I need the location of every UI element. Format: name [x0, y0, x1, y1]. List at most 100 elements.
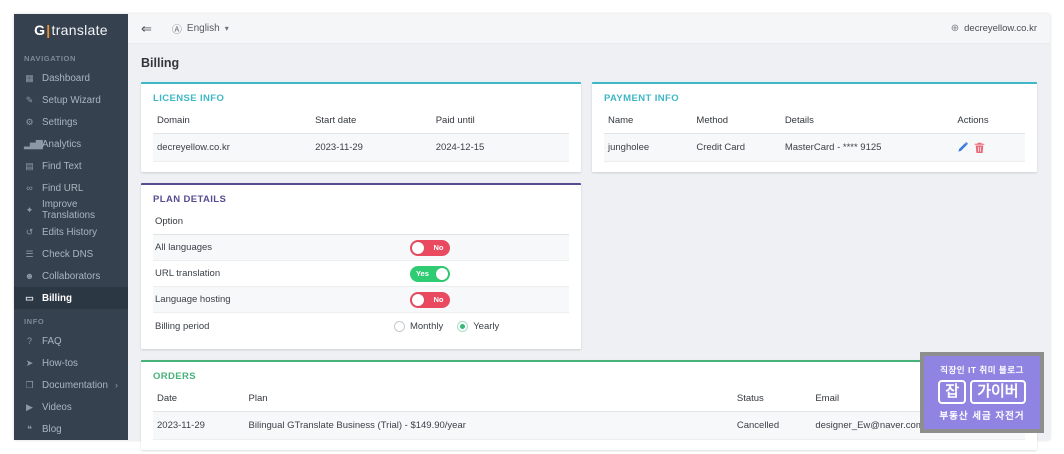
- billing-period-radio-group: Monthly Yearly: [393, 320, 500, 332]
- toggle-state-label: No: [433, 295, 444, 304]
- sidebar-item-setup-wizard[interactable]: ✎ Setup Wizard: [14, 89, 128, 111]
- watermark-badge: 직장인 IT 취미 블로그 잡 가이버 부동산 세금 자전거: [920, 352, 1044, 433]
- license-start-date: 2023-11-29: [311, 133, 432, 162]
- sidebar-item-settings[interactable]: ⚙ Settings: [14, 111, 128, 133]
- sidebar-item-label: Edits History: [42, 226, 97, 238]
- license-paid-until: 2024-12-15: [431, 133, 569, 162]
- how-tos-icon: ➤: [25, 357, 34, 368]
- check-dns-icon: ☰: [25, 248, 34, 259]
- dashboard-icon: ▦: [25, 72, 34, 83]
- chevron-right-icon: ›: [115, 380, 118, 390]
- edit-pencil-icon[interactable]: [957, 142, 969, 153]
- main-area: ⇐ Ⓐ English ▾ ⊕ decreyellow.co.kr Billin…: [128, 14, 1050, 450]
- sidebar-item-label: Analytics: [42, 138, 82, 150]
- sidebar-item-label: Billing: [42, 292, 72, 304]
- sidebar-item-label: FAQ: [42, 335, 62, 347]
- col-header-paid-until: Paid until: [431, 111, 569, 134]
- col-header-email: Email: [811, 389, 947, 412]
- sidebar-item-label: Check DNS: [42, 248, 94, 260]
- improve-translations-icon: ✦: [25, 204, 34, 215]
- toggle-state-label: Yes: [415, 269, 429, 278]
- language-dropdown[interactable]: Ⓐ English ▾: [172, 21, 229, 36]
- radio-checked-icon: [457, 320, 469, 332]
- watermark-box-gaiver: 가이버: [970, 379, 1026, 404]
- blog-icon: ❝: [27, 423, 32, 434]
- toggle-knob: [436, 267, 449, 280]
- translate-icon: Ⓐ: [171, 25, 182, 36]
- edits-history-icon: ↺: [25, 226, 34, 237]
- gtranslate-logo: G | translate: [14, 14, 128, 46]
- sidebar-item-blog[interactable]: ❝ Blog: [14, 418, 128, 440]
- page-content: Billing LICENSE INFO Domain Start date P…: [128, 44, 1050, 454]
- col-header-plan: Plan: [244, 389, 733, 412]
- sidebar-item-label: Find URL: [42, 182, 84, 194]
- sidebar-item-dashboard[interactable]: ▦ Dashboard: [14, 67, 128, 89]
- sidebar-item-label: Settings: [42, 116, 78, 128]
- plan-option-label: All languages: [155, 242, 213, 253]
- order-plan: Bilingual GTranslate Business (Trial) - …: [244, 411, 733, 440]
- documentation-icon: ❐: [25, 379, 34, 390]
- plan-option-label: Language hosting: [155, 294, 231, 305]
- watermark-tagline: 직장인 IT 취미 블로그: [940, 364, 1024, 375]
- license-table: Domain Start date Paid until decreyellow…: [153, 111, 569, 162]
- sidebar-item-faq[interactable]: ? FAQ: [14, 330, 128, 352]
- logo-g: G: [34, 22, 46, 38]
- toggle-knob: [412, 241, 425, 254]
- nav-section-label: NAVIGATION: [24, 54, 76, 63]
- info-section-label: INFO: [24, 317, 45, 326]
- collaborators-icon: ☻: [24, 271, 35, 281]
- watermark-box-jab: 잡: [938, 379, 967, 404]
- payment-method: Credit Card: [692, 133, 781, 162]
- license-info-card: LICENSE INFO Domain Start date Paid unti…: [141, 82, 581, 172]
- orders-title: ORDERS: [153, 371, 197, 382]
- payment-table: Name Method Details Actions jungholee Cr…: [604, 111, 1025, 162]
- table-row: 2023-11-29 Bilingual GTranslate Business…: [153, 411, 1025, 440]
- language-label: English: [186, 23, 220, 34]
- sidebar-item-find-url[interactable]: ∞ Find URL: [14, 177, 128, 199]
- sidebar-item-find-text[interactable]: ▤ Find Text: [14, 155, 128, 177]
- order-date: 2023-11-29: [153, 411, 245, 440]
- sidebar: G | translate NAVIGATION ▦ Dashboard ✎ Set…: [14, 14, 128, 440]
- col-header-method: Method: [692, 111, 781, 134]
- faq-icon: ?: [26, 336, 32, 346]
- sidebar-item-billing[interactable]: ▭ Billing: [14, 287, 128, 309]
- delete-trash-icon[interactable]: [974, 142, 985, 153]
- radio-option-monthly[interactable]: Monthly: [393, 320, 443, 332]
- sidebar-item-analytics[interactable]: ▂▅▇ Analytics: [14, 133, 128, 155]
- payment-info-card: PAYMENT INFO Name Method Details Actions…: [592, 82, 1037, 172]
- sidebar-collapse-icon[interactable]: ⇐: [141, 21, 152, 36]
- page-title: Billing: [141, 56, 180, 70]
- col-header-date: Date: [153, 389, 245, 412]
- logo-pipe: |: [46, 22, 51, 38]
- sidebar-item-collaborators[interactable]: ☻ Collaborators: [14, 265, 128, 287]
- sidebar-item-label: Blog: [42, 423, 62, 435]
- billing-card-icon: ▭: [25, 292, 34, 303]
- sidebar-item-how-tos[interactable]: ➤ How-tos: [14, 352, 128, 374]
- chevron-down-icon: ▾: [224, 24, 229, 33]
- option-column-header: Option: [153, 212, 569, 235]
- plan-row-url-translation: URL translation Yes: [153, 261, 569, 287]
- orders-table: Date Plan Status Email Name Actions 2023…: [153, 389, 1025, 440]
- payment-info-title: PAYMENT INFO: [604, 93, 680, 104]
- find-url-icon: ∞: [26, 183, 33, 193]
- topbar: ⇐ Ⓐ English ▾ ⊕ decreyellow.co.kr: [128, 14, 1050, 44]
- domain-label: decreyellow.co.kr: [964, 23, 1037, 34]
- sidebar-item-label: Documentation: [42, 379, 108, 391]
- radio-option-yearly[interactable]: Yearly: [457, 320, 500, 332]
- url-translation-toggle[interactable]: Yes: [410, 265, 451, 282]
- sidebar-item-label: Videos: [42, 401, 72, 413]
- radio-unchecked-icon: [393, 320, 405, 332]
- sidebar-item-edits-history[interactable]: ↺ Edits History: [14, 221, 128, 243]
- sidebar-item-videos[interactable]: ▶ Videos: [14, 396, 128, 418]
- sidebar-item-improve-translations[interactable]: ✦ Improve Translations: [14, 199, 128, 221]
- sidebar-item-check-dns[interactable]: ☰ Check DNS: [14, 243, 128, 265]
- language-hosting-toggle[interactable]: No: [410, 291, 451, 308]
- sidebar-item-documentation[interactable]: ❐ Documentation ›: [14, 374, 128, 396]
- domain-selector[interactable]: ⊕ decreyellow.co.kr: [951, 23, 1037, 34]
- all-languages-toggle[interactable]: No: [410, 239, 451, 256]
- settings-gear-icon: ⚙: [25, 116, 34, 127]
- orders-card: ORDERS Date Plan Status Email Name Actio…: [141, 360, 1037, 450]
- radio-label: Yearly: [473, 320, 500, 332]
- plan-option-label: URL translation: [155, 268, 221, 279]
- sidebar-item-label: Dashboard: [42, 72, 90, 84]
